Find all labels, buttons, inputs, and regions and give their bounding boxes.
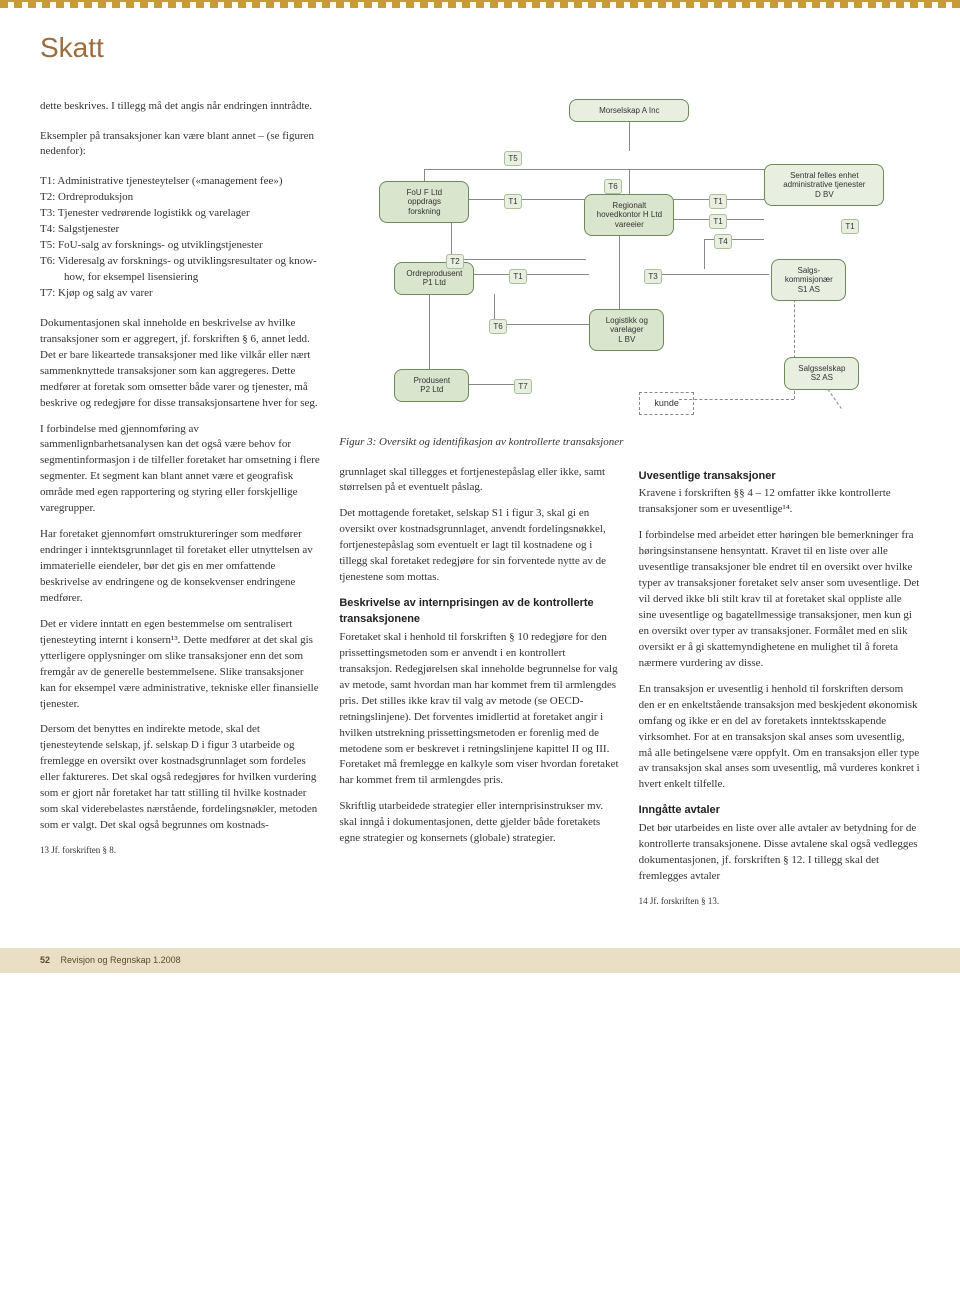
tlabel-t5: T5 — [504, 151, 521, 167]
footnote-14: 14 Jf. forskriften § 13. — [639, 895, 920, 908]
node-salgsselskap: Salgsselskap S2 AS — [784, 357, 859, 390]
column-3: Uvesentlige transaksjoner Kravene i fors… — [639, 465, 920, 919]
page-number: 52 — [40, 955, 50, 965]
tlabel-t3: T3 — [644, 269, 661, 285]
section-title: Skatt — [40, 28, 920, 69]
list-item: T5: FoU-salg av forsknings- og utvikling… — [40, 238, 321, 254]
diagram-line — [429, 294, 430, 369]
main-columns: dette beskrives. I tillegg må det angis … — [40, 99, 920, 918]
node-sentral: Sentral felles enhet administrative tjen… — [764, 164, 884, 207]
diagram-line — [494, 324, 589, 325]
body-text: Skriftlig utarbeidede strategier eller i… — [339, 799, 620, 847]
body-text: Det er videre inntatt en egen bestemmels… — [40, 617, 321, 713]
diagram-line — [451, 259, 586, 260]
node-regional: Regionalt hovedkontor H Ltd vareeier — [584, 194, 674, 237]
list-item: T7: Kjøp og salg av varer — [40, 286, 321, 302]
diagram-line — [704, 239, 764, 240]
tlabel-t1: T1 — [841, 219, 858, 235]
body-text: Har foretaket gjennomført omstrukturerin… — [40, 527, 321, 607]
tlabel-t4: T4 — [714, 234, 731, 250]
body-text: En transaksjon er uvesentlig i henhold t… — [639, 682, 920, 794]
diagram-line — [451, 219, 452, 259]
node-produsent: Produsent P2 Ltd — [394, 369, 469, 402]
body-text: Kravene i forskriften §§ 4 – 12 omfatter… — [639, 486, 920, 518]
examples-head: Eksempler på transaksjoner kan være blan… — [40, 129, 321, 161]
magazine-name: Revisjon og Regnskap 1.2008 — [61, 955, 181, 965]
heading-beskrivelse: Beskrivelse av internprisingen av de kon… — [339, 596, 620, 628]
diagram-line — [629, 169, 630, 194]
diagram-line — [704, 239, 705, 269]
list-item: T2: Ordreproduksjon — [40, 190, 321, 206]
heading-inngatte: Inngåtte avtaler — [639, 803, 920, 819]
transaction-list: T1: Administrative tjenesteytelser («man… — [40, 174, 321, 302]
node-logistikk: Logistikk og varelager L BV — [589, 309, 664, 352]
tlabel-t1: T1 — [509, 269, 526, 285]
diagram-line — [679, 399, 794, 400]
body-text: I forbindelse med gjennomføring av samme… — [40, 422, 321, 518]
diagram-line — [424, 169, 804, 170]
tlabel-t1: T1 — [709, 194, 726, 210]
body-text: Dersom det benyttes en indirekte metode,… — [40, 722, 321, 834]
body-text: Foretaket skal i henhold til forskriften… — [339, 630, 620, 789]
diagram-line — [469, 274, 589, 275]
body-text: I forbindelse med arbeidet etter høringe… — [639, 528, 920, 671]
heading-uvesentlige: Uvesentlige transaksjoner — [639, 469, 920, 485]
column-2: grunnlaget skal tillegges et fortjeneste… — [339, 465, 620, 919]
tlabel-t1: T1 — [504, 194, 521, 210]
list-item: T4: Salgstjenester — [40, 222, 321, 238]
page-footer: 52 Revisjon og Regnskap 1.2008 — [0, 948, 960, 973]
column-1: dette beskrives. I tillegg må det angis … — [40, 99, 321, 918]
tlabel-t1: T1 — [709, 214, 726, 230]
body-text: Det bør utarbeides en liste over alle av… — [639, 821, 920, 885]
diagram-line — [619, 234, 620, 309]
tlabel-t7: T7 — [514, 379, 531, 395]
diagram-line — [629, 121, 630, 151]
body-text: Det mottagende foretaket, selskap S1 i f… — [339, 506, 620, 586]
node-salgskom: Salgs- kommisjonær S1 AS — [771, 259, 846, 302]
tlabel-t6: T6 — [604, 179, 621, 195]
diagram-line — [469, 384, 514, 385]
diagram-line — [649, 274, 769, 275]
list-item: T1: Administrative tjenesteytelser («man… — [40, 174, 321, 190]
list-item: T6: Videresalg av forsknings- og utvikli… — [40, 254, 321, 286]
figure-text-columns: grunnlaget skal tillegges et fortjeneste… — [339, 465, 920, 919]
node-kunde: kunde — [639, 392, 694, 415]
intro-text: dette beskrives. I tillegg må det angis … — [40, 99, 321, 115]
footnote-13: 13 Jf. forskriften § 8. — [40, 844, 321, 857]
body-text: Dokumentasjonen skal inneholde en beskri… — [40, 316, 321, 412]
diagram-line — [469, 199, 589, 200]
tlabel-t6: T6 — [489, 319, 506, 335]
list-item: T3: Tjenester vedrørende logistikk og va… — [40, 206, 321, 222]
figure-caption: Figur 3: Oversikt og identifikasjon av k… — [339, 435, 920, 451]
node-fou: FoU F Ltd oppdrags forskning — [379, 181, 469, 224]
diagram-canvas: Morselskap A Inc FoU F Ltd oppdrags fors… — [339, 99, 920, 429]
body-text: grunnlaget skal tillegges et fortjeneste… — [339, 465, 620, 497]
page-content: Skatt dette beskrives. I tillegg må det … — [0, 8, 960, 928]
figure-3: Morselskap A Inc FoU F Ltd oppdrags fors… — [339, 99, 920, 918]
node-morselskap: Morselskap A Inc — [569, 99, 689, 123]
top-border — [0, 0, 960, 8]
tlabel-t2: T2 — [446, 254, 463, 270]
